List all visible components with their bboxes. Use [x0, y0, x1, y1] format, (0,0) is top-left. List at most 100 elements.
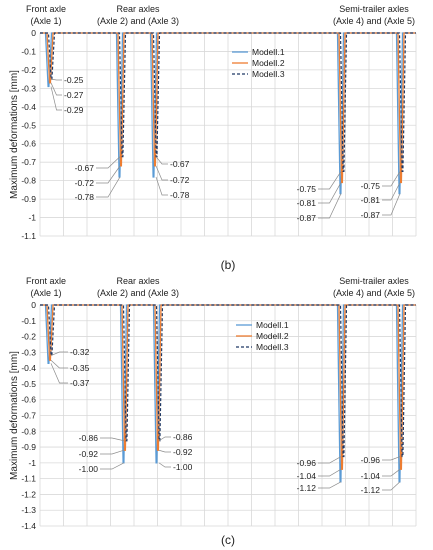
data-label: -0.37 [70, 378, 90, 388]
data-label: -0.67 [170, 159, 190, 169]
y-tick-label: 0 [31, 28, 36, 38]
leader-line [382, 456, 401, 461]
legend-label: ModelI.1 [256, 320, 289, 330]
leader-line [96, 156, 121, 169]
y-tick-label: -1.1 [21, 231, 36, 241]
y-tick-label: -0.5 [21, 379, 36, 389]
y-tick-label: -0.1 [21, 316, 36, 326]
data-label: -1.00 [173, 462, 193, 472]
y-tick-label: -1.3 [21, 505, 36, 515]
panel-label: (c) [221, 533, 235, 547]
gridlines [39, 304, 417, 527]
axle-group-title: Rear axles [116, 4, 160, 14]
leader-line [158, 462, 171, 468]
y-tick-label: -1.1 [21, 474, 36, 484]
legend-label: ModelI.2 [256, 331, 289, 341]
y-tick-label: -0.2 [21, 332, 36, 342]
data-label: -0.81 [297, 198, 317, 208]
data-label: -0.78 [75, 192, 95, 202]
data-label: -0.86 [79, 433, 99, 443]
axle-group-subtitle: (Axle 4) and (Axle 5) [333, 16, 415, 26]
axle-group-title: Rear axles [116, 276, 160, 286]
y-tick-label: -0.3 [21, 83, 36, 93]
data-label: -0.25 [64, 75, 84, 85]
leader-line [318, 182, 342, 204]
data-label: -0.75 [361, 181, 381, 191]
leader-line [318, 468, 342, 477]
data-label: -0.72 [170, 175, 190, 185]
y-tick-label: -0.4 [21, 363, 36, 373]
data-label: -0.92 [79, 449, 99, 459]
legend-label: ModelI.2 [252, 58, 285, 68]
leader-line [318, 456, 342, 464]
y-tick-label: -0.6 [21, 139, 36, 149]
y-ticks: 0 -0.1 -0.2 -0.3 -0.4 -0.5 -0.6 -0.7 -0.8 -0.9 -1 -… [21, 28, 36, 241]
y-tick-label: -0.8 [21, 176, 36, 186]
axle-group-title: Front axle [26, 4, 66, 14]
y-tick-label: -0.9 [21, 442, 36, 452]
data-label: -0.29 [64, 105, 84, 115]
leader-line [50, 82, 62, 96]
axle-group-subtitle: (Axle 2) and (Axle 3) [97, 16, 179, 26]
data-label: -0.72 [75, 178, 95, 188]
leader-line [318, 193, 342, 219]
data-label: -0.86 [173, 432, 193, 442]
leader-line [96, 176, 121, 198]
leader-line [100, 462, 125, 470]
y-axis-label: Maximum deformations [mm] [9, 351, 20, 480]
gridlines [39, 32, 417, 237]
y-tick-label: -0.4 [21, 102, 36, 112]
leader-line [50, 86, 62, 111]
legend-label: ModelI.3 [252, 69, 285, 79]
panel-label: (b) [221, 258, 236, 272]
leader-line [50, 78, 62, 81]
data-labels: -0.25 -0.27 -0.29 -0.67 -0.72 -0.78 -0.67 -0.72… [50, 75, 401, 223]
leader-line [50, 363, 68, 384]
axle-group-subtitle: (Axle 2) and (Axle 3) [97, 288, 179, 298]
leader-line [155, 176, 168, 196]
y-tick-label: -0.7 [21, 411, 36, 421]
y-tick-label: -0.3 [21, 347, 36, 357]
axle-group-subtitle: (Axle 1) [30, 16, 61, 26]
axle-group-title: Semi-trailer axles [339, 4, 409, 14]
data-label: -1.12 [297, 483, 317, 493]
y-tick-label: -0.1 [21, 46, 36, 56]
axle-group-title: Front axle [26, 276, 66, 286]
data-label: -1.00 [79, 464, 99, 474]
y-tick-label: -1.4 [21, 521, 36, 531]
leader-line [158, 436, 171, 442]
leader-line [158, 449, 171, 453]
series-line-modeli-2 [40, 304, 416, 470]
y-tick-label: -1.2 [21, 489, 36, 499]
leader-line [382, 182, 401, 201]
data-label: -0.87 [297, 213, 317, 223]
y-tick-label: -0.2 [21, 65, 36, 75]
y-tick-label: -0.7 [21, 157, 36, 167]
leader-line [155, 165, 168, 181]
legend-label: ModelI.3 [256, 342, 289, 352]
leader-line [318, 481, 342, 489]
leader-line [382, 481, 401, 491]
y-tick-label: -0.9 [21, 194, 36, 204]
data-label: -1.04 [297, 471, 317, 481]
data-label: -1.12 [361, 485, 381, 495]
leader-line [382, 171, 401, 187]
data-label: -0.67 [75, 163, 95, 173]
data-label: -0.78 [170, 190, 190, 200]
data-label: -0.81 [361, 195, 381, 205]
y-tick-label: -0.8 [21, 426, 36, 436]
series-line-modeli-2 [40, 32, 416, 184]
leader-line [50, 351, 68, 356]
leader-line [382, 193, 401, 216]
leader-line [318, 171, 342, 190]
axle-group-subtitle: (Axle 1) [30, 288, 61, 298]
y-ticks: 0 -0.1 -0.2 -0.3 -0.4 -0.5 -0.6 -0.7 -0.8 -0.9 -1 -… [21, 300, 36, 531]
series-lines [40, 32, 416, 195]
data-label: -0.27 [64, 90, 84, 100]
y-tick-label: 0 [31, 300, 36, 310]
data-label: -0.96 [297, 458, 317, 468]
y-axis-label: Maximum deformations [mm] [9, 70, 20, 199]
leader-line [100, 449, 125, 455]
data-label: -1.04 [361, 471, 381, 481]
